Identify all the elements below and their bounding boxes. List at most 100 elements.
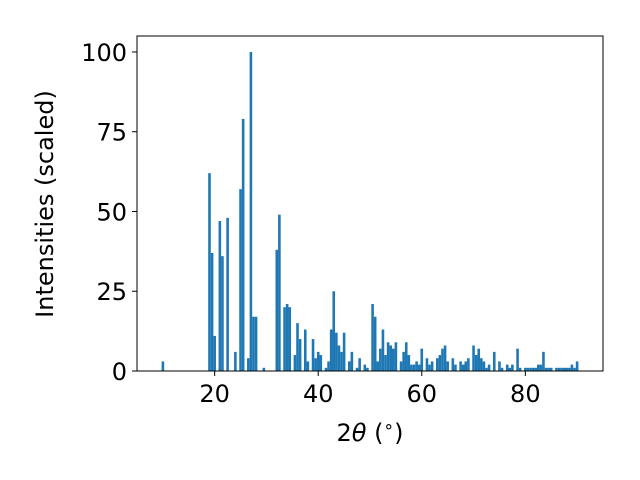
bar [337, 345, 341, 371]
bar [446, 361, 449, 371]
bar [544, 367, 548, 371]
bar [293, 355, 297, 371]
bar [384, 355, 387, 371]
bar [562, 367, 566, 371]
bar [319, 355, 323, 371]
bar [342, 332, 346, 371]
bar [482, 361, 486, 371]
y-tick-label: 100 [81, 39, 127, 67]
bar [415, 361, 418, 371]
bar [350, 351, 354, 371]
bar [467, 358, 470, 371]
bar [459, 361, 462, 371]
bar [555, 367, 558, 371]
bar [529, 367, 532, 371]
x-axis-label-part: ( [366, 419, 383, 447]
bar [436, 358, 439, 371]
bar [252, 316, 255, 371]
bar [539, 364, 543, 371]
bar [394, 342, 398, 371]
bar [412, 364, 416, 371]
bar [417, 364, 421, 371]
bar [487, 364, 491, 371]
bar [557, 367, 561, 371]
bar [474, 355, 478, 371]
y-tick-label: 0 [112, 358, 127, 386]
bar [329, 329, 333, 371]
bar [381, 329, 385, 371]
bar [492, 351, 496, 371]
bar [210, 252, 214, 371]
bar [420, 348, 424, 371]
bar [454, 364, 457, 371]
x-axis-ticks: 20 40 60 80 [199, 371, 541, 408]
bar [575, 361, 579, 371]
bar [536, 364, 540, 371]
bar [366, 367, 369, 371]
bar [373, 316, 377, 371]
bar [399, 361, 403, 371]
bar [438, 355, 442, 371]
bar [285, 304, 289, 371]
bar [221, 256, 224, 371]
bar [283, 307, 286, 371]
bar [485, 367, 488, 371]
bar [443, 345, 447, 371]
bar [560, 367, 563, 371]
bar [570, 364, 574, 371]
plot-frame [136, 35, 604, 372]
bar [404, 342, 408, 371]
x-tick-label: 20 [199, 380, 230, 408]
bar [531, 367, 535, 371]
bar [340, 351, 343, 371]
bar [298, 339, 302, 371]
bar [461, 364, 465, 371]
bar [324, 367, 328, 371]
bar [534, 367, 537, 371]
bar [332, 291, 336, 371]
bar [358, 358, 361, 371]
bar [428, 364, 431, 371]
bar [498, 361, 501, 371]
bar [386, 342, 390, 371]
x-axis-label-part: ) [394, 419, 403, 447]
y-axis-label: Intensities (scaled) [31, 90, 59, 318]
bar [355, 367, 359, 371]
bar [327, 361, 330, 371]
bar [500, 367, 504, 371]
y-tick-label: 50 [96, 198, 127, 226]
bar [311, 339, 315, 371]
bar [477, 348, 481, 371]
bar [410, 364, 413, 371]
bar [161, 361, 165, 371]
bar [241, 118, 245, 371]
bar [402, 351, 405, 371]
bar [379, 348, 382, 371]
bar [472, 345, 475, 371]
bar [278, 214, 281, 371]
bar [234, 351, 237, 371]
bar [511, 364, 514, 371]
y-tick-label: 25 [96, 278, 127, 306]
bar [208, 173, 211, 371]
bar [451, 358, 455, 371]
x-tick-label: 60 [407, 380, 438, 408]
bar [516, 348, 519, 371]
bar [568, 367, 571, 371]
bar [389, 345, 393, 371]
bar [262, 367, 266, 371]
bar [239, 189, 242, 371]
bar [480, 358, 483, 371]
bar [296, 323, 299, 371]
y-tick-label: 75 [96, 119, 127, 147]
bar [254, 316, 258, 371]
bar [392, 348, 395, 371]
bar [441, 348, 444, 371]
x-tick-label: 80 [510, 380, 541, 408]
bar [288, 307, 292, 371]
bar [376, 361, 380, 371]
bar [505, 364, 509, 371]
bar [549, 367, 553, 371]
x-axis-label: 2θ (∘) [337, 417, 404, 447]
